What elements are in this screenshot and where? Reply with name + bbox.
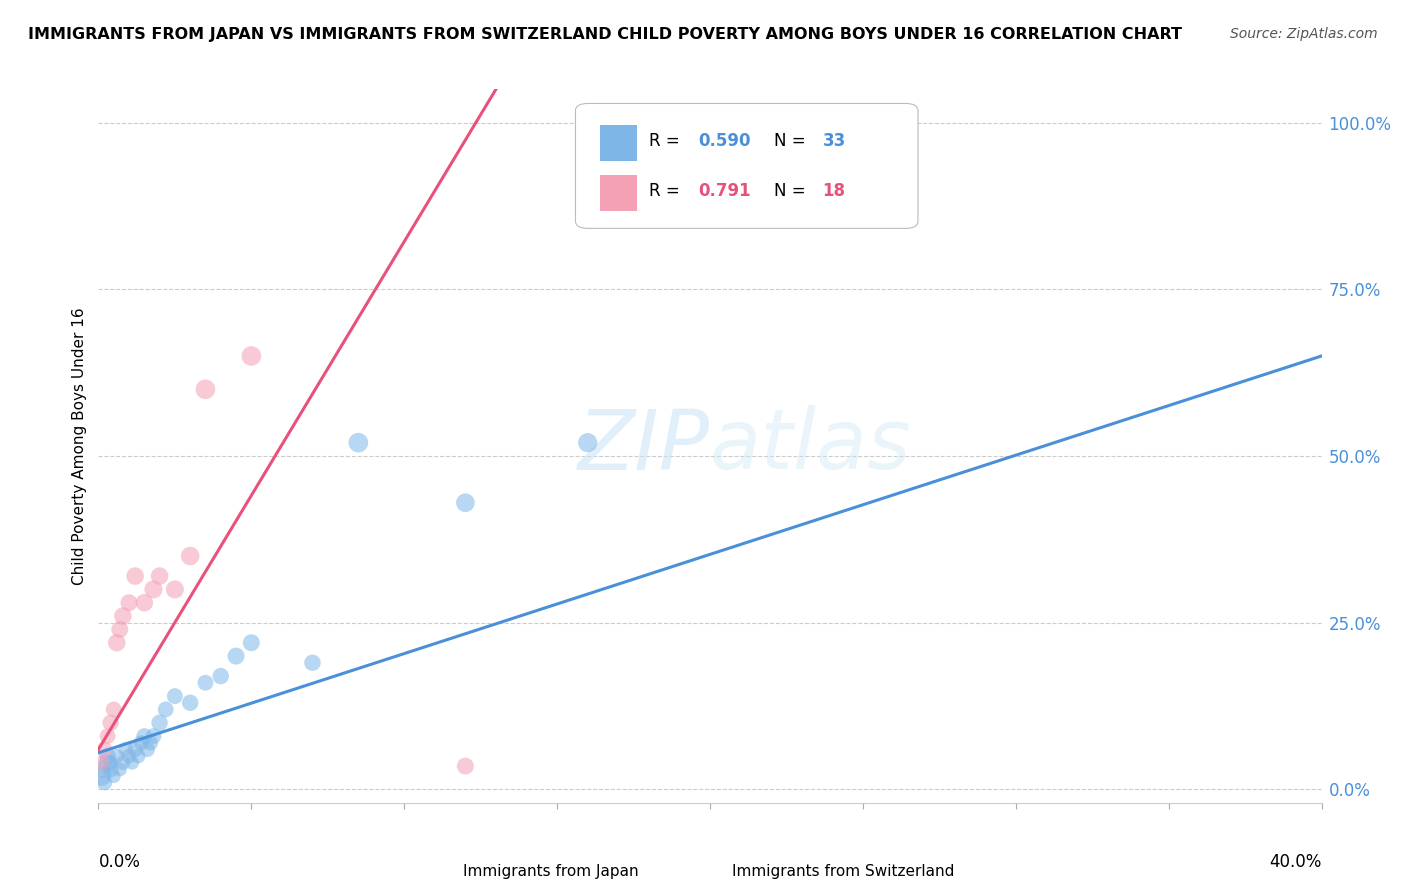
Point (93, 776, 115, 790)
Point (179, 549, 201, 563)
Point (108, 623, 131, 637)
Point (139, 736, 162, 750)
Text: 33: 33 (823, 132, 846, 150)
Y-axis label: Child Poverty Among Boys Under 16: Child Poverty Among Boys Under 16 (72, 307, 87, 585)
Point (179, 696, 201, 710)
FancyBboxPatch shape (416, 858, 453, 885)
Point (129, 736, 152, 750)
Point (111, 756, 134, 770)
Text: 0.0%: 0.0% (98, 853, 141, 871)
Point (105, 636, 128, 650)
Point (90, 763, 112, 777)
Text: atlas: atlas (710, 406, 911, 486)
Point (136, 742, 159, 756)
Text: IMMIGRANTS FROM JAPAN VS IMMIGRANTS FROM SWITZERLAND CHILD POVERTY AMONG BOYS UN: IMMIGRANTS FROM JAPAN VS IMMIGRANTS FROM… (28, 27, 1182, 42)
Point (454, 496, 477, 510)
Point (93, 742, 115, 756)
Point (97, 729, 120, 743)
Text: Immigrants from Switzerland: Immigrants from Switzerland (733, 863, 955, 879)
Point (103, 769, 125, 783)
Point (100, 715, 122, 730)
FancyBboxPatch shape (686, 858, 723, 885)
Point (209, 669, 232, 683)
Point (127, 749, 149, 764)
FancyBboxPatch shape (575, 103, 918, 228)
Text: Source: ZipAtlas.com: Source: ZipAtlas.com (1230, 27, 1378, 41)
Point (347, 435, 370, 450)
Point (97, 749, 120, 764)
Point (134, 729, 156, 743)
Point (111, 609, 134, 624)
Point (576, 435, 599, 450)
Point (118, 596, 141, 610)
Point (155, 702, 177, 716)
Point (194, 382, 217, 396)
Point (121, 756, 143, 770)
Text: 0.791: 0.791 (697, 182, 751, 200)
Point (100, 763, 122, 777)
Point (100, 756, 122, 770)
Text: N =: N = (773, 132, 810, 150)
Point (454, 759, 477, 773)
FancyBboxPatch shape (600, 175, 637, 211)
Text: 40.0%: 40.0% (1270, 853, 1322, 871)
Text: 0.590: 0.590 (697, 132, 751, 150)
Point (118, 749, 141, 764)
Point (115, 742, 138, 756)
Text: Immigrants from Japan: Immigrants from Japan (463, 863, 638, 879)
Text: R =: R = (650, 182, 685, 200)
Point (124, 569, 146, 583)
Text: 18: 18 (823, 182, 845, 200)
Point (163, 689, 186, 703)
Point (225, 649, 247, 664)
Point (194, 675, 217, 690)
Point (105, 749, 128, 764)
Point (149, 715, 172, 730)
Point (240, 636, 263, 650)
Point (97, 756, 120, 770)
Point (142, 729, 165, 743)
Text: R =: R = (650, 132, 685, 150)
Point (142, 582, 165, 597)
FancyBboxPatch shape (600, 125, 637, 161)
Point (163, 582, 186, 597)
Point (103, 702, 125, 716)
Point (134, 596, 156, 610)
Point (108, 763, 131, 777)
Point (124, 742, 146, 756)
Point (149, 569, 172, 583)
Point (90, 756, 112, 770)
Text: ZIP: ZIP (578, 406, 710, 486)
Point (90, 769, 112, 783)
Text: N =: N = (773, 182, 810, 200)
Point (240, 349, 263, 363)
Point (301, 656, 323, 670)
